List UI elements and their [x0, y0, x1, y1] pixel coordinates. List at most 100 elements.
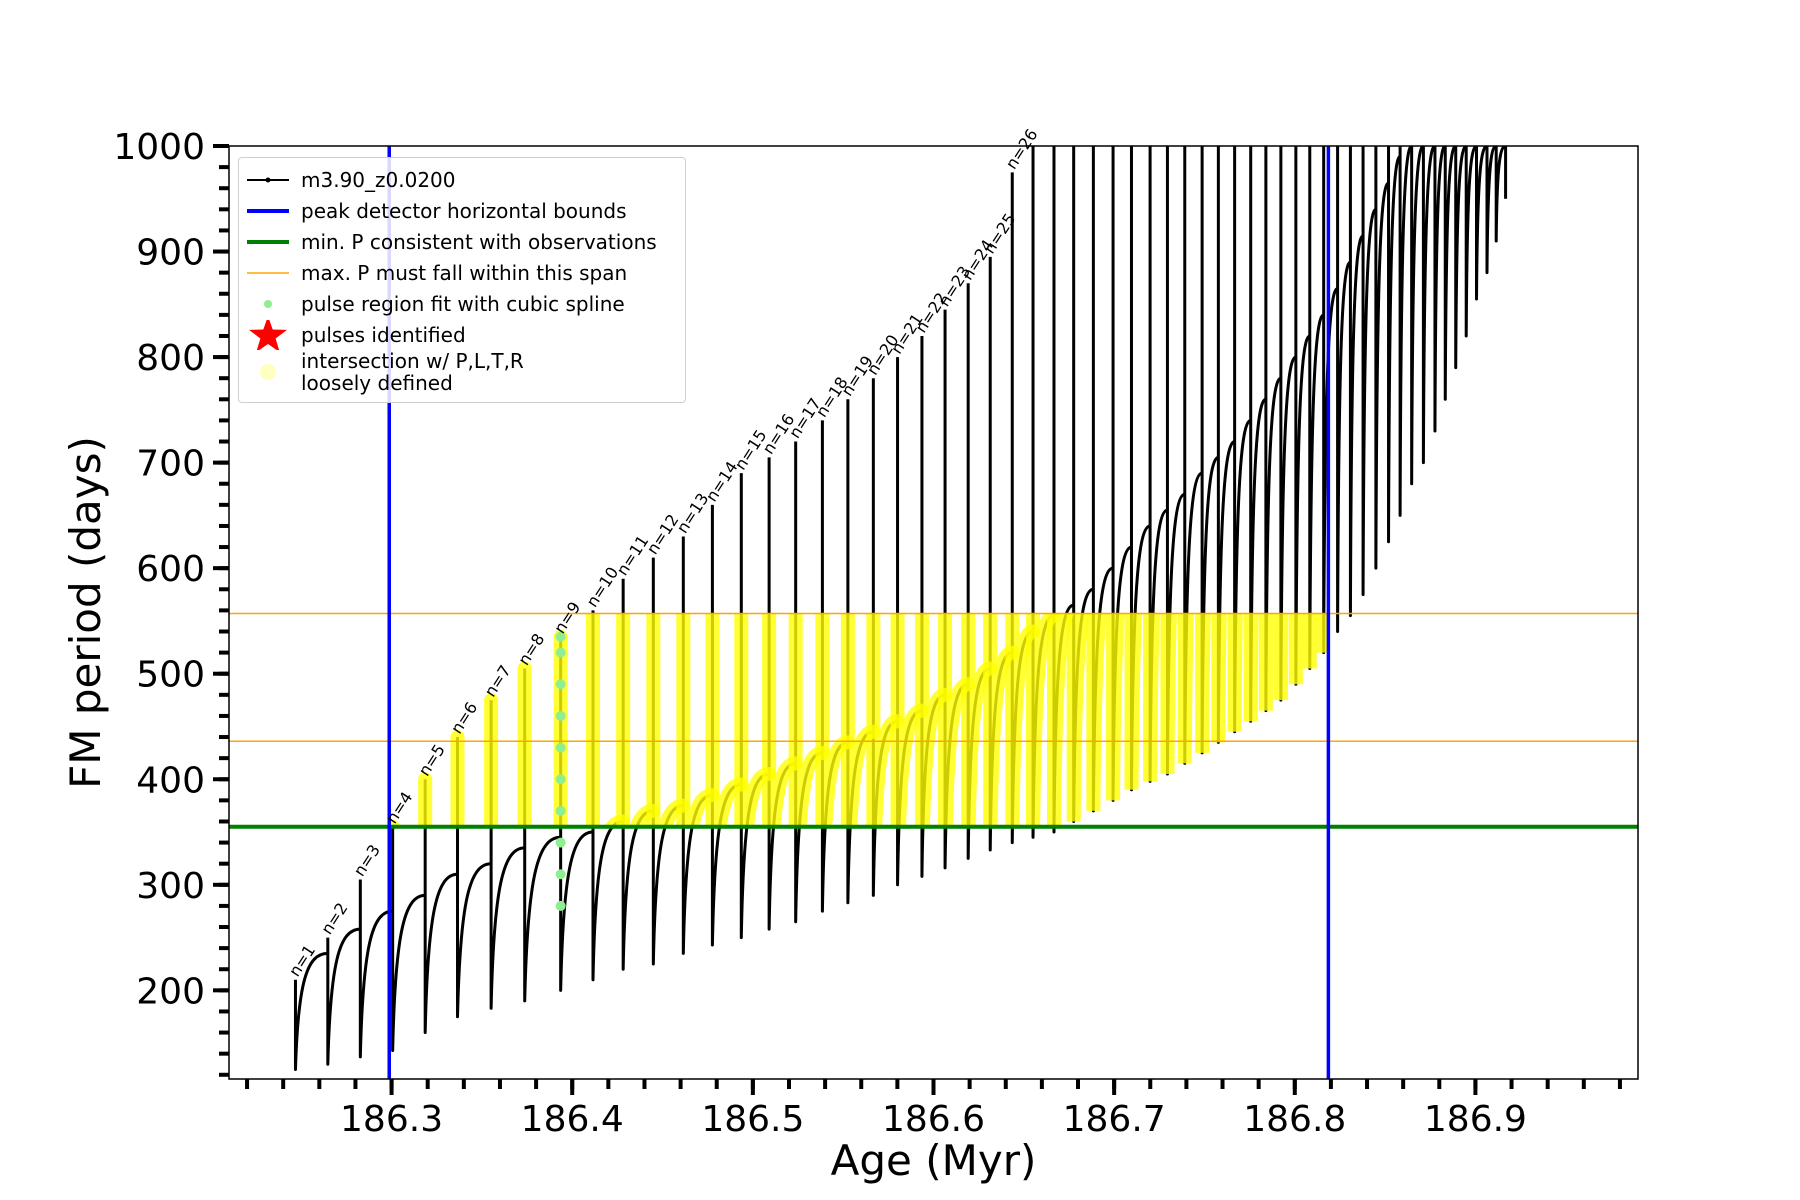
- legend-swatch: [247, 271, 289, 274]
- intersection-mark: [1066, 613, 1090, 822]
- x-tick-label: 186.3: [340, 1099, 443, 1140]
- fit-point: [555, 837, 566, 848]
- pulse-line: [1421, 146, 1436, 465]
- pulse-line: [559, 636, 594, 992]
- intersection-mark: [1177, 613, 1194, 764]
- pulse-line: [1433, 146, 1447, 433]
- pulse-annotation: n=8: [514, 630, 548, 669]
- pulse-annotation: n=26: [1002, 125, 1042, 172]
- legend-entry: peak detector horizontal bounds: [239, 195, 685, 226]
- legend-swatch-mark: [248, 319, 288, 350]
- pulse-annotation: n=2: [317, 899, 351, 938]
- legend-swatch: [247, 177, 289, 182]
- x-tick-label: 186.7: [1063, 1099, 1166, 1140]
- fit-point: [555, 869, 566, 880]
- pulse-annotation: n=6: [447, 699, 481, 738]
- legend-swatch-mark: [265, 177, 271, 182]
- pulse-line: [293, 951, 328, 1071]
- y-tick-label: 700: [136, 444, 205, 485]
- fit-point: [555, 710, 566, 721]
- pulse-line: [1308, 146, 1325, 670]
- fit-point: [555, 774, 566, 785]
- intersection-mark: [1227, 613, 1243, 732]
- pulse-line: [523, 668, 561, 1003]
- pulse-annotation: n=11: [613, 532, 653, 579]
- intersection-mark: [585, 613, 631, 827]
- pulse-line: [1464, 146, 1478, 338]
- pulse-line: [1443, 146, 1457, 401]
- legend-label: m3.90_z0.0200: [301, 167, 456, 192]
- y-tick-label: 300: [136, 866, 205, 907]
- pulse-line: [326, 927, 361, 1066]
- pulse-line: [423, 779, 458, 1035]
- legend-swatch-mark: [264, 299, 272, 308]
- legend-entry: intersection w/ P,L,T,R loosely defined: [239, 350, 685, 394]
- intersection-mark: [1258, 613, 1274, 711]
- intersection-mark: [1195, 613, 1211, 753]
- fit-point: [555, 805, 566, 816]
- intersection-mark: [1160, 613, 1177, 775]
- x-tick-label: 186.6: [882, 1099, 985, 1140]
- pulse-line: [1322, 146, 1339, 655]
- y-tick-label: 500: [136, 655, 205, 696]
- y-tick-label: 800: [136, 338, 205, 379]
- intersection-mark: [646, 613, 691, 827]
- intersection-mark: [1243, 613, 1259, 722]
- intersection-mark: [389, 819, 400, 827]
- legend-label: max. P must fall within this span: [301, 260, 628, 285]
- fit-point: [555, 742, 566, 753]
- pulse-annotation: n=12: [643, 511, 683, 558]
- intersection-mark: [1086, 613, 1107, 811]
- legend-label: pulses identified: [301, 322, 466, 347]
- y-tick-label: 400: [136, 760, 205, 801]
- y-tick-label: 200: [136, 971, 205, 1012]
- pulse-annotation: n=3: [350, 841, 384, 880]
- legend-label: peak detector horizontal bounds: [301, 198, 627, 223]
- intersection-mark: [1106, 613, 1125, 801]
- pulse-line: [391, 826, 426, 1052]
- pulse-line: [1294, 146, 1311, 686]
- intersection-mark: [1124, 613, 1143, 790]
- intersection-mark: [1211, 613, 1227, 743]
- pulse-line: [456, 737, 492, 1019]
- legend-entry: pulses identified: [239, 319, 685, 350]
- legend-label: pulse region fit with cubic spline: [301, 291, 625, 316]
- x-tick-label: 186.5: [701, 1099, 804, 1140]
- intersection-mark: [1046, 613, 1075, 827]
- intersection-mark: [616, 613, 661, 827]
- legend-swatch: [248, 319, 288, 350]
- y-tick-label: 1000: [113, 127, 205, 168]
- plot-frame: [228, 145, 1639, 1080]
- plot-area: [229, 146, 1638, 1079]
- pulse-line: [1410, 146, 1425, 486]
- pulse-line: [1485, 146, 1497, 275]
- intersection-mark: [1288, 613, 1304, 685]
- fit-point: [555, 631, 566, 642]
- pulse-annotation: n=7: [481, 662, 515, 701]
- legend-entry: max. P must fall within this span: [239, 257, 685, 288]
- pulse-annotation: n=9: [550, 598, 584, 637]
- legend-entry: pulse region fit with cubic spline: [239, 288, 685, 319]
- y-tick-label: 600: [136, 549, 205, 590]
- pulse-line: [1361, 146, 1377, 597]
- legend-swatch-mark: [260, 364, 276, 380]
- fit-point: [555, 679, 566, 690]
- y-tick-label: 900: [136, 233, 205, 274]
- pulse-line: [1475, 146, 1488, 301]
- legend-entry: m3.90_z0.0200: [239, 164, 685, 195]
- legend-swatch: [247, 208, 289, 213]
- legend-swatch: [247, 239, 289, 244]
- y-axis-label: FM period (days): [61, 436, 110, 789]
- fit-point: [555, 647, 566, 658]
- pulse-line: [1348, 146, 1364, 618]
- pulse-annotation: n=4: [382, 788, 416, 827]
- pulse-line: [489, 700, 525, 1010]
- legend-label: intersection w/ P,L,T,R loosely defined: [301, 349, 524, 395]
- pulse-line: [358, 879, 393, 1059]
- x-tick-label: 186.9: [1424, 1099, 1527, 1140]
- intersection-mark: [1273, 613, 1289, 701]
- intersection-mark: [1143, 613, 1160, 782]
- pulse-line: [1374, 146, 1390, 570]
